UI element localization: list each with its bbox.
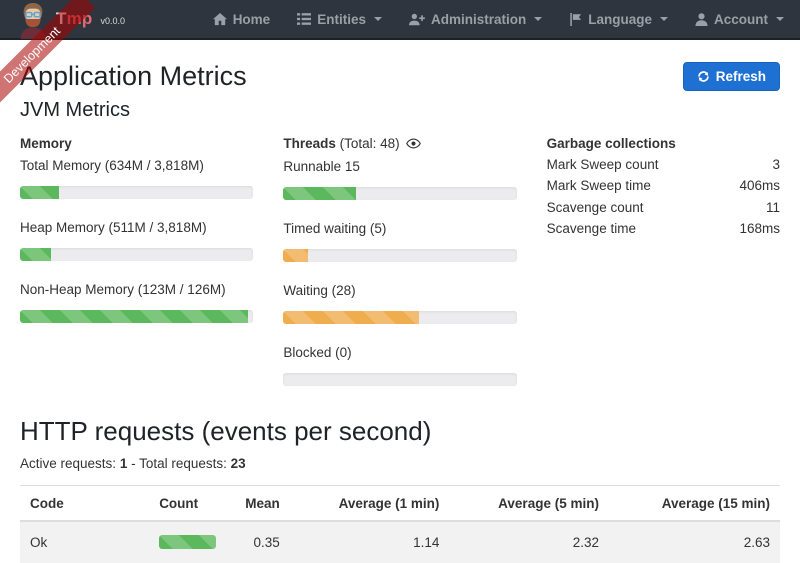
refresh-icon <box>697 71 709 82</box>
jhipster-avatar-logo <box>20 3 46 39</box>
active-requests-value: 1 <box>119 455 128 471</box>
http-requests-table: Code Count Mean Average (1 min) Average … <box>20 484 780 563</box>
blocked-threads-label: Blocked (0) <box>283 344 352 360</box>
garbage-collections-title: Garbage collections <box>546 135 676 151</box>
chevron-down-icon <box>660 17 668 21</box>
nav-home[interactable]: Home <box>212 11 271 27</box>
user-icon <box>695 12 708 26</box>
nav-entities-label: Entities <box>317 11 366 27</box>
row-count-cell <box>149 521 217 563</box>
col-header-avg-5min: Average (5 min) <box>449 485 609 522</box>
active-requests-label: Active requests: <box>20 455 117 471</box>
gc-label: Scavenge time <box>546 221 636 237</box>
gc-value: 406ms <box>739 178 780 194</box>
gc-label: Scavenge count <box>546 199 644 215</box>
entities-list-icon <box>297 13 312 25</box>
gc-value: 168ms <box>739 221 780 237</box>
nonheap-memory-label: Non-Heap Memory (123M / 126M) <box>20 281 226 297</box>
memory-section: Memory Total Memory (634M / 3,818M) Heap… <box>20 134 254 405</box>
timed-waiting-threads-label: Timed waiting (5) <box>283 220 387 236</box>
page-title: Application Metrics <box>20 61 247 91</box>
nav-account-dropdown[interactable]: Account <box>695 12 784 27</box>
requests-summary: Active requests: 1 - Total requests: 23 <box>20 455 780 473</box>
total-memory-progressbar <box>20 185 254 199</box>
nav-account-label: Account <box>714 11 768 27</box>
threads-total: (Total: 48) <box>339 135 400 151</box>
nav-home-label: Home <box>232 11 271 27</box>
col-header-count: Count <box>149 485 214 522</box>
gc-row-mark-sweep-time: Mark Sweep time 406ms <box>547 177 780 196</box>
col-header-avg-15min: Average (15 min) <box>608 485 780 522</box>
col-header-code: Code <box>20 485 150 522</box>
heap-memory-label: Heap Memory (511M / 3,818M) <box>20 219 207 235</box>
memory-section-title: Memory <box>20 135 72 151</box>
gc-value: 11 <box>765 199 780 215</box>
top-navbar: Tmp v0.0.0 Home Entities Administration … <box>0 0 800 40</box>
http-requests-title: HTTP requests (events per second) <box>20 415 432 446</box>
nav-language-dropdown[interactable]: Language <box>569 12 668 27</box>
nav-administration-label: Administration <box>430 11 527 27</box>
gc-row-scavenge-count: Scavenge count 11 <box>547 199 780 218</box>
home-icon <box>212 12 227 25</box>
refresh-button[interactable]: Refresh <box>682 62 780 91</box>
garbage-collections-section: Garbage collections Mark Sweep count 3 M… <box>547 134 780 405</box>
row-code: Ok <box>30 534 48 550</box>
jvm-metrics-columns: Memory Total Memory (634M / 3,818M) Heap… <box>20 134 780 405</box>
chevron-down-icon <box>534 17 543 21</box>
row-avg-1min: 1.14 <box>413 534 440 550</box>
total-requests-value: 23 <box>230 455 246 471</box>
col-header-avg-1min: Average (1 min) <box>289 485 450 522</box>
app-version: v0.0.0 <box>100 16 126 26</box>
threads-section-title: Threads (Total: 48) <box>283 134 516 154</box>
nav-administration-dropdown[interactable]: Administration <box>408 11 543 27</box>
chevron-down-icon <box>776 17 784 21</box>
gc-value: 3 <box>772 156 780 172</box>
dash-separator: - <box>131 455 136 471</box>
jvm-metrics-title: JVM Metrics <box>20 98 130 121</box>
eye-icon <box>406 138 422 149</box>
gc-row-mark-sweep-count: Mark Sweep count 3 <box>547 156 780 175</box>
row-avg-15min: 2.63 <box>743 534 770 550</box>
total-requests-label: Total requests: <box>139 455 227 471</box>
blocked-threads-progressbar <box>283 372 517 386</box>
runnable-threads-label: Runnable 15 <box>283 158 360 174</box>
nav-entities-dropdown[interactable]: Entities <box>297 12 382 27</box>
nav-language-label: Language <box>588 11 652 27</box>
refresh-button-label: Refresh <box>715 69 766 84</box>
col-header-mean: Mean <box>213 485 290 522</box>
chevron-down-icon <box>373 17 382 21</box>
gc-label: Mark Sweep time <box>546 178 651 194</box>
table-header-row: Code Count Mean Average (1 min) Average … <box>20 485 780 522</box>
timed-waiting-threads-progressbar <box>283 248 517 262</box>
gc-row-scavenge-time: Scavenge time 168ms <box>547 220 780 239</box>
row-mean: 0.35 <box>253 534 280 550</box>
count-progressbar <box>159 535 217 550</box>
brand-link[interactable]: Tmp v0.0.0 <box>16 0 125 39</box>
threads-section: Threads (Total: 48) Runnable 15 Timed wa… <box>283 134 517 405</box>
user-plus-icon <box>408 13 425 25</box>
waiting-threads-progressbar <box>283 310 517 324</box>
runnable-threads-progressbar <box>283 186 517 200</box>
total-memory-label: Total Memory (634M / 3,818M) <box>20 157 204 173</box>
waiting-threads-label: Waiting (28) <box>283 282 356 298</box>
heap-memory-progressbar <box>20 247 254 261</box>
metrics-page: Application Metrics Refresh JVM Metrics … <box>0 40 800 563</box>
app-title: Tmp <box>56 9 93 28</box>
gc-label: Mark Sweep count <box>546 156 659 172</box>
table-row: Ok 0.35 1.14 2.32 2.63 <box>20 520 780 563</box>
thread-dump-toggle[interactable] <box>406 135 422 154</box>
flag-icon <box>570 12 582 26</box>
navbar-menu: Home Entities Administration Language Ac… <box>212 11 784 27</box>
nonheap-memory-progressbar <box>20 309 254 323</box>
row-avg-5min: 2.32 <box>572 534 599 550</box>
